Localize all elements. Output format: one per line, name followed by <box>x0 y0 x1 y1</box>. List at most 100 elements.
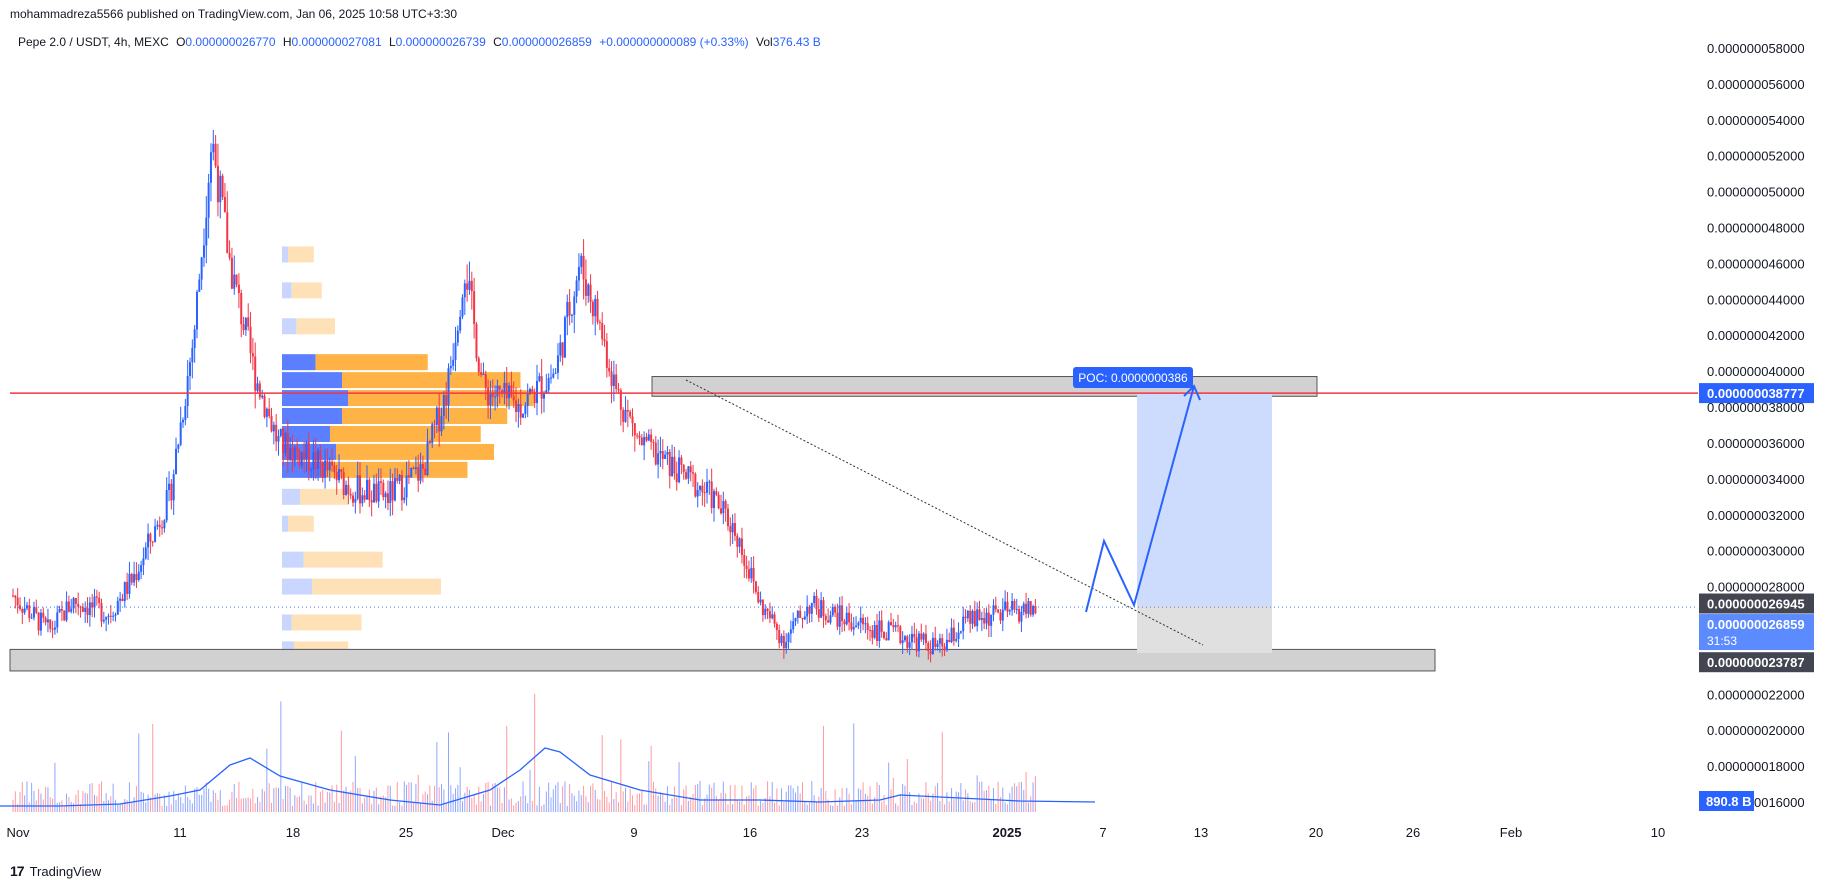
profile-down-bar <box>336 443 494 460</box>
price-chart[interactable]: POC: 0.0000000386 0.0000000580000.000000… <box>0 0 1835 860</box>
candle-body <box>857 622 860 626</box>
candle-body <box>817 609 820 618</box>
profile-down-bar <box>296 318 335 335</box>
time-tick-label: 20 <box>1309 825 1323 840</box>
candle-body <box>624 409 627 422</box>
candle-body <box>296 447 299 451</box>
candle-body <box>214 143 217 166</box>
legend-high-label: H <box>282 35 292 49</box>
candle-body <box>959 631 962 633</box>
zones <box>9 376 1436 672</box>
candle-body <box>629 411 632 417</box>
candle-body <box>95 596 98 598</box>
candle-body <box>773 614 776 624</box>
candle-body <box>12 595 14 597</box>
candle-body <box>568 301 571 316</box>
candle-body <box>792 621 795 630</box>
candle-body <box>251 353 254 357</box>
profile-up-bar <box>282 282 292 299</box>
candle-body <box>673 456 676 474</box>
candle-body <box>542 393 545 399</box>
candle-body <box>428 441 431 444</box>
time-tick-label: 13 <box>1194 825 1208 840</box>
candle-body <box>340 469 343 473</box>
candle-body <box>708 481 711 483</box>
price-tick-label: 0.000000058000 <box>1707 41 1805 56</box>
candle-body <box>820 600 823 618</box>
candle-body <box>393 477 396 501</box>
candle-body <box>757 591 760 603</box>
candle-body <box>419 464 422 481</box>
candle-body <box>386 493 389 504</box>
time-axis[interactable]: Nov 11 18 25 Dec 9 16 23 2025 7 13 20 26 Feb 10 <box>6 825 1665 840</box>
time-tick-label: 18 <box>286 825 300 840</box>
candle-body <box>775 623 778 631</box>
candle-body <box>822 600 825 617</box>
candle-body <box>570 314 573 316</box>
candle-body <box>163 520 166 529</box>
price-tick-label: 0.000000018000 <box>1707 759 1805 774</box>
candle-body <box>70 608 73 612</box>
candle-body <box>601 322 604 340</box>
candle-body <box>736 535 739 547</box>
profile-up-bar <box>282 318 297 335</box>
legend-volume-label: Vol <box>756 35 773 49</box>
candle-body <box>310 469 313 471</box>
annotations: POC: 0.0000000386 <box>10 367 1698 646</box>
candle-body <box>377 481 380 502</box>
candle-body <box>98 597 101 604</box>
candle-body <box>899 626 902 644</box>
candle-body <box>391 481 394 501</box>
candle-body <box>987 612 990 626</box>
legend-high: 0.000000027081 <box>291 35 382 49</box>
candle-body <box>845 612 848 625</box>
legend-open: 0.000000026770 <box>185 35 276 49</box>
candle-body <box>740 538 743 555</box>
profile-up-bar <box>282 354 316 371</box>
legend-close-label: C <box>493 35 502 49</box>
price-axis[interactable]: 0.000000058000 0.000000056000 0.0000000540… <box>1707 41 1805 810</box>
candle-body <box>1018 608 1021 622</box>
price-tick-label: 0.000000020000 <box>1707 723 1805 738</box>
profile-down-bar <box>342 408 508 425</box>
candle-body <box>14 595 17 598</box>
candle-body <box>980 618 983 620</box>
candle-body <box>883 631 886 639</box>
profile-down-bar <box>300 488 349 505</box>
candle-body <box>424 468 427 476</box>
candle-body <box>941 638 944 647</box>
candle-body <box>179 422 182 445</box>
candle-body <box>368 479 371 500</box>
candle-body <box>53 627 56 630</box>
price-tick-label: 0.000000034000 <box>1707 472 1805 487</box>
candle-body <box>44 617 47 623</box>
candle-body <box>375 483 378 502</box>
candle-body <box>102 619 105 622</box>
candle-body <box>694 473 697 497</box>
candle-body <box>303 451 306 459</box>
legend-symbol[interactable]: Pepe 2.0 / USDT, 4h, MEXC <box>18 35 169 49</box>
candle-body <box>584 279 587 296</box>
candle-body <box>878 620 881 642</box>
candle-body <box>121 598 124 601</box>
candle-body <box>177 444 180 449</box>
candle-body <box>843 621 846 625</box>
profile-down-bar <box>330 425 481 442</box>
profile-up-bar <box>282 390 348 407</box>
time-tick-label: 10 <box>1651 825 1665 840</box>
candle-body <box>778 630 781 644</box>
candle-body <box>298 450 301 466</box>
candle-body <box>719 508 722 514</box>
candle-body <box>647 434 650 441</box>
candle-body <box>284 433 287 453</box>
candle-body <box>468 280 471 290</box>
tradingview-footer[interactable]: 17 TradingView <box>10 863 101 879</box>
candle-body <box>666 451 669 455</box>
legend-low-label: L <box>388 35 396 49</box>
candle-body <box>587 284 590 296</box>
candle-body <box>566 301 569 318</box>
candle-body <box>803 616 806 620</box>
time-tick-label: 11 <box>173 825 187 840</box>
candle-body <box>799 610 802 618</box>
candle-body <box>100 603 103 622</box>
